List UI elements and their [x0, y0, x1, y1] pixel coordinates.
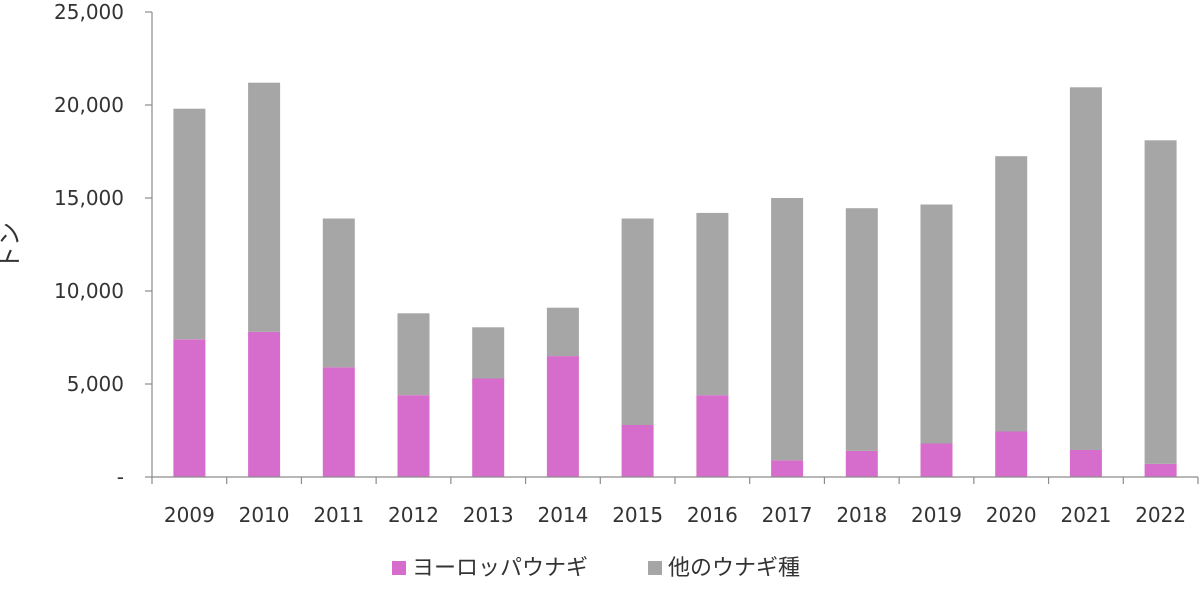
bar-segment-series-2-2014 [546, 307, 579, 357]
bar-segment-series-1-2017 [771, 460, 804, 477]
x-tick-label-2016: 2016 [687, 503, 738, 527]
bar-segment-series-2-2009 [173, 108, 206, 340]
y-tick-label: 20,000 [54, 93, 124, 117]
bar-segment-series-2-2022 [1144, 140, 1177, 464]
bar-segment-series-2-2010 [248, 82, 281, 332]
x-tick-label-2015: 2015 [612, 503, 663, 527]
legend: ヨーロッパウナギ 他のウナギ種 [392, 556, 800, 581]
x-tick-label-2021: 2021 [1060, 503, 1111, 527]
bar-segment-series-2-2019 [920, 204, 953, 444]
y-tick-label: - [117, 465, 124, 489]
bar-segment-series-2-2018 [845, 208, 878, 451]
x-tick-label-2022: 2022 [1135, 503, 1186, 527]
bar-segment-series-2-2011 [322, 218, 355, 368]
x-tick-label-2020: 2020 [986, 503, 1037, 527]
x-tick-label-2017: 2017 [762, 503, 813, 527]
bar-segment-series-2-2020 [995, 156, 1028, 432]
bar-segment-series-2-2015 [621, 218, 654, 425]
bar-segment-series-1-2018 [845, 451, 878, 477]
bar-segment-series-1-2009 [173, 339, 206, 477]
legend-swatch-series-2 [648, 561, 662, 575]
bar-segment-series-1-2010 [248, 331, 281, 477]
bar-segment-series-1-2021 [1069, 450, 1102, 477]
bar-segment-series-1-2012 [397, 395, 430, 477]
bar-segment-series-1-2020 [995, 431, 1028, 477]
legend-swatch-series-1 [392, 561, 406, 575]
bar-segment-series-2-2013 [472, 327, 505, 379]
legend-label-series-1: ヨーロッパウナギ [412, 556, 588, 581]
y-tick-label: 5,000 [67, 372, 124, 396]
y-axis-title: トン [0, 222, 24, 270]
bar-segment-series-1-2013 [472, 378, 505, 477]
bar-segment-series-1-2022 [1144, 464, 1177, 477]
x-tick-label-2018: 2018 [836, 503, 887, 527]
axes-group: - 5,000 10,000 15,000 20,000 25,000 2009 2010 20… [0, 0, 1199, 527]
bar-segment-series-2-2021 [1069, 87, 1102, 451]
bar-segment-series-1-2019 [920, 443, 953, 477]
x-tick-label-2012: 2012 [388, 503, 439, 527]
y-tick-label: 10,000 [54, 279, 124, 303]
bar-segment-series-2-2017 [771, 198, 804, 461]
bars-group [173, 82, 1177, 477]
bar-segment-series-1-2014 [546, 356, 579, 477]
x-tick-label-2011: 2011 [313, 503, 364, 527]
bar-segment-series-2-2016 [696, 212, 729, 396]
x-tick-label-2013: 2013 [463, 503, 514, 527]
y-tick-label: 15,000 [54, 186, 124, 210]
bar-segment-series-1-2011 [322, 367, 355, 477]
bar-segment-series-1-2016 [696, 395, 729, 477]
bar-segment-series-2-2012 [397, 313, 430, 396]
x-tick-label-2010: 2010 [239, 503, 290, 527]
x-tick-label-2009: 2009 [164, 503, 215, 527]
legend-label-series-2: 他のウナギ種 [668, 556, 800, 581]
y-tick-label: 25,000 [54, 0, 124, 24]
x-tick-label-2019: 2019 [911, 503, 962, 527]
bar-segment-series-1-2015 [621, 424, 654, 477]
x-tick-label-2014: 2014 [537, 503, 588, 527]
